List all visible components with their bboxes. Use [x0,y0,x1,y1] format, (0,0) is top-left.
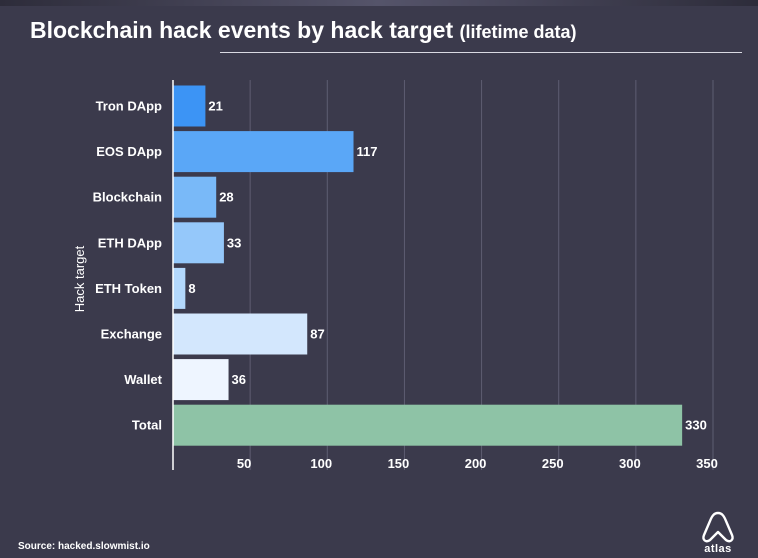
category-label: ETH DApp [98,235,162,250]
category-label: Exchange [101,327,162,342]
category-label: Blockchain [93,190,162,205]
data-label: 330 [685,418,707,433]
bar [173,267,186,309]
x-tick-label: 150 [388,456,410,471]
atlas-a-icon [702,511,734,543]
category-label: Tron DApp [96,99,162,114]
category-label: Total [132,418,162,433]
x-tick-label: 250 [542,456,564,471]
data-label: 28 [219,190,233,205]
x-tick-label: 300 [619,456,641,471]
data-label: 87 [310,327,324,342]
data-label: 8 [188,281,195,296]
bar [173,222,224,264]
atlas-logo: atlas [698,510,738,556]
bar [173,313,308,355]
bar [173,359,229,401]
chart-title: Blockchain hack events by hack target (l… [30,17,577,44]
data-label: 21 [208,99,222,114]
title-main: Blockchain hack events by hack target [30,17,454,43]
x-tick-label: 50 [237,456,251,471]
source-note: Source: hacked.slowmist.io [18,541,150,552]
bar [173,131,354,173]
title-underline [220,52,742,53]
category-label: Wallet [124,372,162,387]
data-label: 117 [357,144,378,159]
x-tick-label: 350 [696,456,718,471]
top-strip [0,0,758,6]
category-label: EOS DApp [96,144,162,159]
y-axis-title: Hack target [72,245,87,312]
bar [173,404,683,446]
data-label: 33 [227,235,241,250]
bar [173,176,217,218]
title-subtitle: (lifetime data) [459,22,577,42]
bar [173,85,206,127]
category-label: ETH Token [95,281,162,296]
x-tick-label: 100 [310,456,332,471]
data-label: 36 [232,372,246,387]
logo-text: atlas [704,543,732,555]
x-tick-label: 200 [465,456,487,471]
